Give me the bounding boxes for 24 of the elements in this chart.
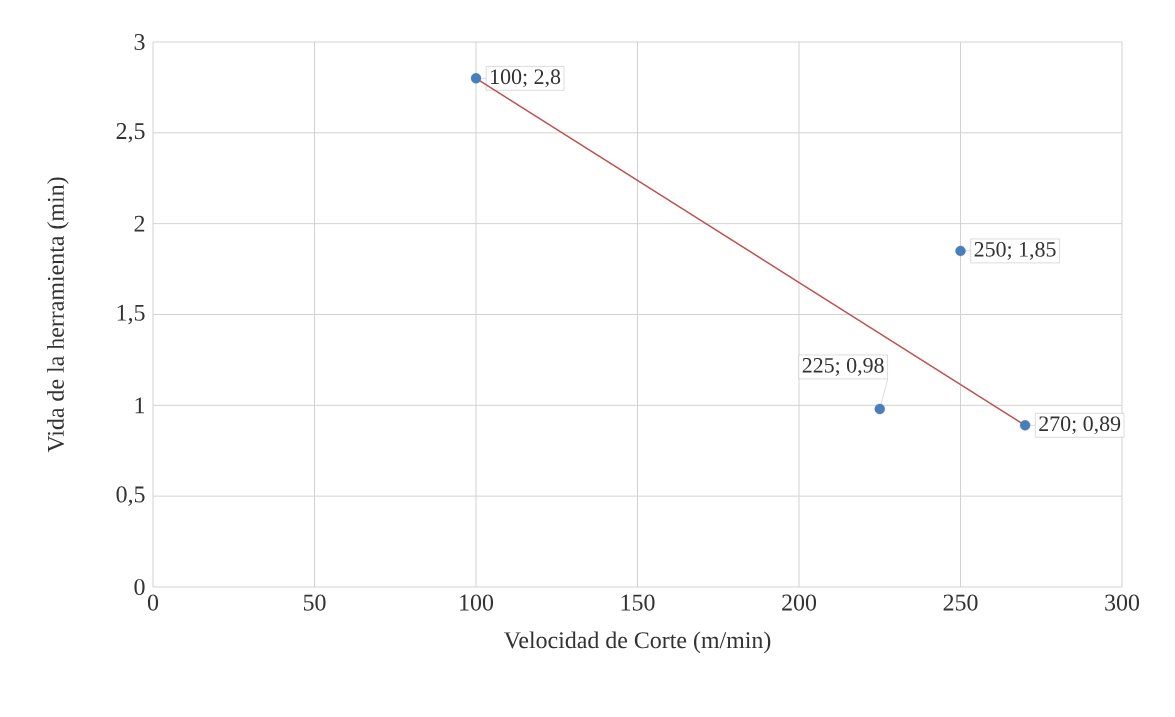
y-tick-label: 2 — [134, 215, 145, 232]
data-label: 270; 0,89 — [1039, 416, 1121, 435]
y-tick-label: 2,5 — [116, 123, 145, 143]
x-axis-title: Velocidad de Corte (m/min) — [503, 631, 771, 654]
x-tick-label: 150 — [621, 594, 655, 611]
point — [1019, 420, 1031, 431]
x-tick-label: 200 — [782, 594, 817, 611]
data-label: 100; 2,8 — [491, 69, 561, 88]
x-tick-label: 300 — [1105, 594, 1140, 611]
y-tick-label: 1 — [135, 397, 145, 414]
x-tick-label: 100 — [460, 594, 494, 611]
x-tick-label: 0 — [147, 594, 159, 611]
point — [955, 245, 966, 257]
x-tick-label: 50 — [303, 594, 326, 611]
data-label: 225; 0,98 — [802, 357, 884, 376]
y-tick-label: 3 — [134, 33, 145, 51]
y-axis-title: Vida de la herramienta (min) — [47, 177, 69, 453]
x-tick-label: 250 — [943, 594, 978, 611]
point — [874, 403, 885, 415]
y-tick-label: 0 — [134, 578, 145, 596]
point — [470, 73, 482, 84]
data-label: 250; 1,85 — [974, 241, 1056, 260]
y-tick-label: 1,5 — [117, 304, 145, 325]
y-tick-label: 0,5 — [116, 486, 145, 506]
